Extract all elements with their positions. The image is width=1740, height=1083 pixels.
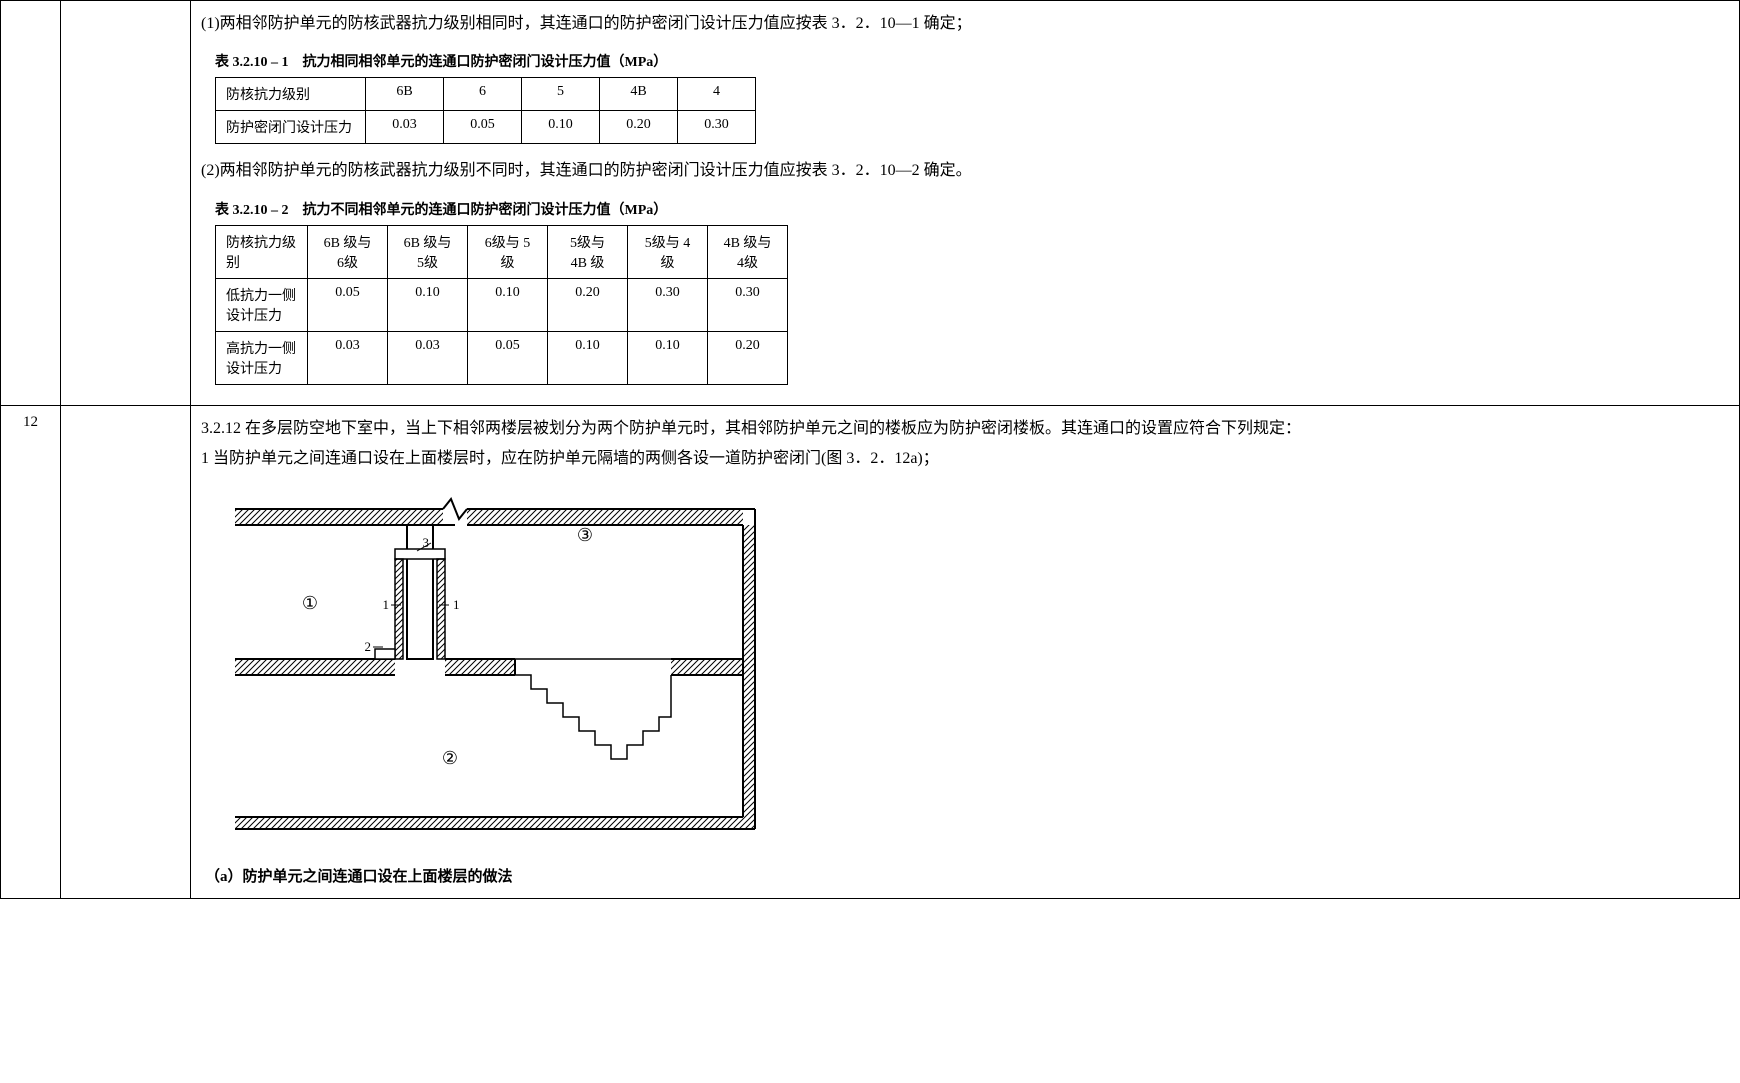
t2-r0-c2: 0.10 <box>468 278 548 331</box>
t2-r1-c5: 0.20 <box>708 331 788 384</box>
t2-h3: 6级与 5 级 <box>468 225 548 278</box>
row1-id-cell <box>1 1 61 406</box>
t2-h0: 防核抗力级别 <box>216 225 308 278</box>
t2-r1-c0: 0.03 <box>308 331 388 384</box>
t2-r1-h: 高抗力一侧设计压力 <box>216 331 308 384</box>
t2-r0-c4: 0.30 <box>628 278 708 331</box>
t1-r1-c0: 0.03 <box>366 111 444 144</box>
document-table: (1)两相邻防护单元的防核武器抗力级别相同时，其连通口的防护密闭门设计压力值应按… <box>0 0 1740 899</box>
t2-r0-c0: 0.05 <box>308 278 388 331</box>
row2-id-cell: 12 <box>1 405 61 898</box>
t2-r1-c1: 0.03 <box>388 331 468 384</box>
fig-num-2: 2 <box>365 639 372 654</box>
t2-h1: 6B 级与 6级 <box>308 225 388 278</box>
t1-r0-c4: 4 <box>678 78 756 111</box>
t2-r0-c5: 0.30 <box>708 278 788 331</box>
row1-content-cell: (1)两相邻防护单元的防核武器抗力级别相同时，其连通口的防护密闭门设计压力值应按… <box>191 1 1740 406</box>
row2-content-cell: 3.2.12 在多层防空地下室中，当上下相邻两楼层被划分为两个防护单元时，其相邻… <box>191 405 1740 898</box>
t1-r1-c3: 0.20 <box>600 111 678 144</box>
row2-spacer-cell <box>61 405 191 898</box>
t1-r0-h: 防核抗力级别 <box>216 78 366 111</box>
row1-spacer-cell <box>61 1 191 406</box>
row2-para1: 3.2.12 在多层防空地下室中，当上下相邻两楼层被划分为两个防护单元时，其相邻… <box>201 414 1729 444</box>
figure-caption: （a）防护单元之间连通口设在上面楼层的做法 <box>205 865 1729 886</box>
table1-caption: 表 3.2.10 – 1 抗力相同相邻单元的连通口防护密闭门设计压力值（MPa） <box>215 51 1729 71</box>
row1-para1: (1)两相邻防护单元的防核武器抗力级别相同时，其连通口的防护密闭门设计压力值应按… <box>201 9 1729 39</box>
t2-h4: 5级与4B 级 <box>548 225 628 278</box>
t1-r0-c3: 4B <box>600 78 678 111</box>
fig-label-1: ① <box>302 593 318 613</box>
section-diagram-svg: ① ② ③ 1 1 2 3 <box>215 489 775 849</box>
fig-label-2: ② <box>442 748 458 768</box>
t2-r0-c1: 0.10 <box>388 278 468 331</box>
t1-r1-c4: 0.30 <box>678 111 756 144</box>
t2-r1-c2: 0.05 <box>468 331 548 384</box>
t2-h6: 4B 级与4级 <box>708 225 788 278</box>
t1-r1-c1: 0.05 <box>444 111 522 144</box>
row1-para2: (2)两相邻防护单元的防核武器抗力级别不同时，其连通口的防护密闭门设计压力值应按… <box>201 156 1729 186</box>
t2-h2: 6B 级与5级 <box>388 225 468 278</box>
t1-r0-c2: 5 <box>522 78 600 111</box>
t2-r0-c3: 0.20 <box>548 278 628 331</box>
t2-h5: 5级与 4 级 <box>628 225 708 278</box>
t2-r1-c4: 0.10 <box>628 331 708 384</box>
row2-para2: 1 当防护单元之间连通口设在上面楼层时，应在防护单元隔墙的两侧各设一道防护密闭门… <box>201 444 1729 474</box>
t2-r0-h: 低抗力一侧设计压力 <box>216 278 308 331</box>
t1-r1-c2: 0.10 <box>522 111 600 144</box>
table2-caption: 表 3.2.10 – 2 抗力不同相邻单元的连通口防护密闭门设计压力值（MPa） <box>215 199 1729 219</box>
t1-r0-c1: 6 <box>444 78 522 111</box>
figure-3-2-12a: ① ② ③ 1 1 2 3 <box>215 489 1729 849</box>
table2: 防核抗力级别 6B 级与 6级 6B 级与5级 6级与 5 级 5级与4B 级 … <box>215 225 788 385</box>
fig-label-3: ③ <box>577 525 593 545</box>
t2-r1-c3: 0.10 <box>548 331 628 384</box>
fig-num-1: 1 <box>383 597 390 612</box>
t1-r1-h: 防护密闭门设计压力 <box>216 111 366 144</box>
t1-r0-c0: 6B <box>366 78 444 111</box>
fig-num-1b: 1 <box>453 597 460 612</box>
table1: 防核抗力级别 6B 6 5 4B 4 防护密闭门设计压力 0.03 0.05 0… <box>215 77 756 144</box>
